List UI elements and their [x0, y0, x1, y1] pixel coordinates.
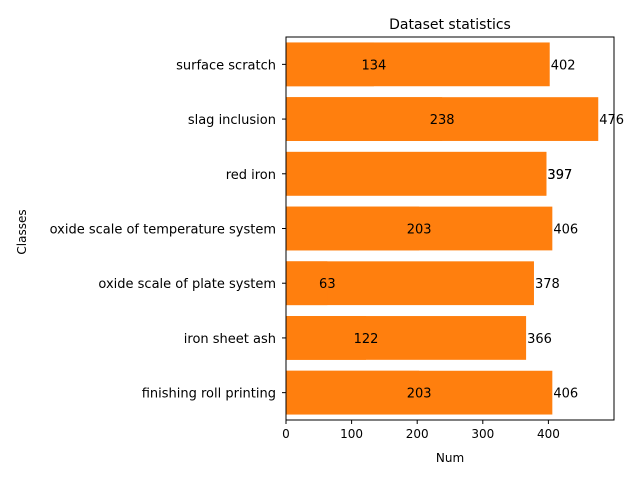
bar-half-2	[286, 261, 328, 306]
bar-half-1	[286, 316, 367, 360]
y-tick-label-6: surface scratch	[176, 58, 276, 73]
bar-inner-label-4: 397	[547, 168, 572, 183]
bar-inner-label-2: 63	[319, 277, 336, 292]
y-tick-label-5: slag inclusion	[188, 113, 276, 128]
x-axis-label: Num	[436, 451, 464, 465]
bar-end-label-6: 402	[551, 58, 576, 73]
x-tick-label-4: 400	[537, 427, 560, 441]
chart-title: Dataset statistics	[389, 17, 511, 33]
y-axis-label: Classes	[15, 209, 29, 254]
bar-end-label-0: 406	[553, 387, 578, 402]
bars-layer	[286, 42, 599, 415]
bar-inner-label-5: 238	[430, 113, 455, 128]
bar-labels-layer: 4062033661223786340620339739747623840213…	[319, 58, 624, 401]
bar-half-0	[286, 370, 420, 415]
x-tick-label-2: 200	[406, 427, 429, 441]
bar-end-label-2: 378	[535, 277, 560, 292]
bar-inner-label-0: 203	[407, 387, 432, 402]
x-tick-label-3: 300	[471, 427, 494, 441]
axes-layer: finishing roll printing iron sheet ash oxi…	[50, 36, 615, 441]
bar-half-5	[286, 97, 443, 141]
bar-half-3	[286, 206, 420, 251]
bar-inner-label-3: 203	[407, 223, 432, 238]
bar-end-label-5: 476	[599, 113, 624, 128]
y-tick-label-1: iron sheet ash	[184, 332, 276, 347]
bar-half-4	[286, 151, 547, 196]
bar-end-label-3: 406	[553, 223, 578, 238]
bar-inner-label-1: 122	[354, 332, 379, 347]
bar-inner-label-6: 134	[361, 58, 386, 73]
y-tick-label-4: red iron	[226, 168, 276, 183]
x-tick-label-0: 0	[282, 427, 290, 441]
bar-end-label-4: 397	[547, 168, 572, 183]
y-tick-label-2: oxide scale of plate system	[98, 277, 276, 292]
x-tick-label-1: 100	[340, 427, 363, 441]
bar-end-label-1: 366	[527, 332, 552, 347]
bar-half-6	[286, 42, 374, 87]
plot-frame	[285, 36, 615, 421]
y-tick-label-0: finishing roll printing	[142, 387, 276, 402]
y-tick-label-3: oxide scale of temperature system	[50, 223, 276, 238]
